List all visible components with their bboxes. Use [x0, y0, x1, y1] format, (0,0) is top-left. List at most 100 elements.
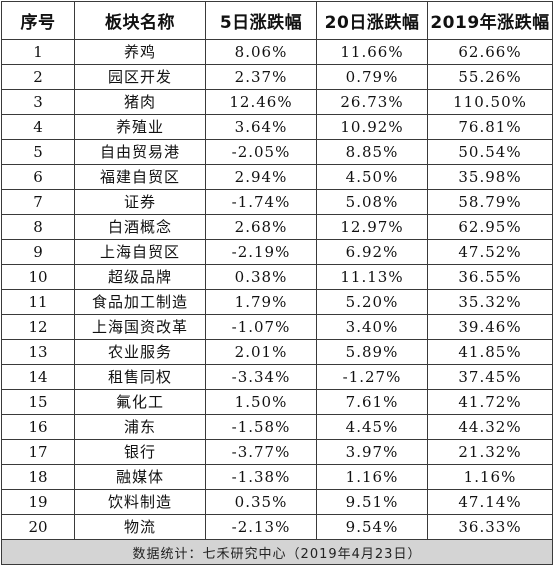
table-row: 11 食品加工制造 1.79% 5.20% 35.32%: [1, 289, 553, 315]
change-5day: 0.35%: [205, 489, 317, 515]
table-row: 7 证券 -1.74% 5.08% 58.79%: [1, 189, 553, 215]
row-index: 1: [1, 39, 75, 65]
row-index: 6: [1, 164, 75, 190]
change-2019: 41.72%: [427, 389, 553, 415]
table-row: 15 氟化工 1.50% 7.61% 41.72%: [1, 389, 553, 415]
table-body: 1 养鸡 8.06% 11.66% 62.66% 2 园区开发 2.37% 0.79% 55.26…: [1, 39, 553, 540]
change-2019: 37.45%: [427, 364, 553, 390]
change-5day: -1.07%: [205, 314, 317, 340]
table-row: 3 猪肉 12.46% 26.73% 110.50%: [1, 89, 553, 115]
change-2019: 36.55%: [427, 264, 553, 290]
change-5day: -1.74%: [205, 189, 317, 215]
change-2019: 47.52%: [427, 239, 553, 265]
row-index: 12: [1, 314, 75, 340]
change-2019: 35.98%: [427, 164, 553, 190]
change-20day: 11.13%: [316, 264, 428, 290]
row-index: 9: [1, 239, 75, 265]
change-5day: -2.19%: [205, 239, 317, 265]
change-5day: -1.58%: [205, 414, 317, 440]
change-5day: 2.01%: [205, 339, 317, 365]
table-row: 17 银行 -3.77% 3.97% 21.32%: [1, 439, 553, 465]
change-20day: 9.51%: [316, 489, 428, 515]
table-header: 序号 板块名称 5日涨跌幅 20日涨跌幅 2019年涨跌幅: [1, 1, 553, 40]
row-index: 10: [1, 264, 75, 290]
change-5day: -3.77%: [205, 439, 317, 465]
sector-name: 园区开发: [74, 64, 206, 90]
row-index: 11: [1, 289, 75, 315]
change-20day: 11.66%: [316, 39, 428, 65]
sector-name: 白酒概念: [74, 214, 206, 240]
change-2019: 76.81%: [427, 114, 553, 140]
change-20day: 4.50%: [316, 164, 428, 190]
change-20day: 6.92%: [316, 239, 428, 265]
change-5day: 0.38%: [205, 264, 317, 290]
sector-name: 租售同权: [74, 364, 206, 390]
table-row: 5 自由贸易港 -2.05% 8.85% 50.54%: [1, 139, 553, 165]
change-2019: 62.66%: [427, 39, 553, 65]
row-index: 5: [1, 139, 75, 165]
header-5day-change: 5日涨跌幅: [205, 1, 317, 40]
sector-name: 物流: [74, 514, 206, 540]
change-2019: 41.85%: [427, 339, 553, 365]
row-index: 16: [1, 414, 75, 440]
change-20day: 26.73%: [316, 89, 428, 115]
sector-name: 氟化工: [74, 389, 206, 415]
table-row: 20 物流 -2.13% 9.54% 36.33%: [1, 514, 553, 540]
change-2019: 35.32%: [427, 289, 553, 315]
table-row: 16 浦东 -1.58% 4.45% 44.32%: [1, 414, 553, 440]
sector-name: 融媒体: [74, 464, 206, 490]
change-2019: 110.50%: [427, 89, 553, 115]
header-2019-change: 2019年涨跌幅: [427, 1, 553, 40]
sector-name: 福建自贸区: [74, 164, 206, 190]
sector-name: 超级品牌: [74, 264, 206, 290]
change-20day: 4.45%: [316, 414, 428, 440]
row-index: 14: [1, 364, 75, 390]
change-2019: 62.95%: [427, 214, 553, 240]
row-index: 3: [1, 89, 75, 115]
change-20day: 3.97%: [316, 439, 428, 465]
row-index: 13: [1, 339, 75, 365]
change-2019: 39.46%: [427, 314, 553, 340]
change-2019: 36.33%: [427, 514, 553, 540]
row-index: 17: [1, 439, 75, 465]
change-20day: -1.27%: [316, 364, 428, 390]
row-index: 15: [1, 389, 75, 415]
table-row: 9 上海自贸区 -2.19% 6.92% 47.52%: [1, 239, 553, 265]
table-row: 6 福建自贸区 2.94% 4.50% 35.98%: [1, 164, 553, 190]
change-2019: 21.32%: [427, 439, 553, 465]
change-5day: 3.64%: [205, 114, 317, 140]
change-20day: 12.97%: [316, 214, 428, 240]
change-20day: 9.54%: [316, 514, 428, 540]
change-2019: 1.16%: [427, 464, 553, 490]
header-index: 序号: [1, 1, 75, 40]
change-5day: -2.13%: [205, 514, 317, 540]
table-row: 10 超级品牌 0.38% 11.13% 36.55%: [1, 264, 553, 290]
change-5day: -1.38%: [205, 464, 317, 490]
change-20day: 5.89%: [316, 339, 428, 365]
header-20day-change: 20日涨跌幅: [316, 1, 428, 40]
change-5day: 2.94%: [205, 164, 317, 190]
sector-name: 养鸡: [74, 39, 206, 65]
sector-name: 食品加工制造: [74, 289, 206, 315]
change-5day: 2.37%: [205, 64, 317, 90]
change-20day: 1.16%: [316, 464, 428, 490]
change-2019: 50.54%: [427, 139, 553, 165]
change-20day: 5.08%: [316, 189, 428, 215]
table-row: 12 上海国资改革 -1.07% 3.40% 39.46%: [1, 314, 553, 340]
change-2019: 55.26%: [427, 64, 553, 90]
table-row: 1 养鸡 8.06% 11.66% 62.66%: [1, 39, 553, 65]
table-footer: 数据统计：七禾研究中心（2019年4月23日）: [1, 539, 553, 565]
table-row: 18 融媒体 -1.38% 1.16% 1.16%: [1, 464, 553, 490]
row-index: 20: [1, 514, 75, 540]
sector-name: 养殖业: [74, 114, 206, 140]
change-20day: 0.79%: [316, 64, 428, 90]
change-20day: 7.61%: [316, 389, 428, 415]
sector-name: 浦东: [74, 414, 206, 440]
change-5day: -2.05%: [205, 139, 317, 165]
change-2019: 44.32%: [427, 414, 553, 440]
data-source-note: 数据统计：七禾研究中心（2019年4月23日）: [1, 539, 553, 565]
change-5day: 2.68%: [205, 214, 317, 240]
row-index: 7: [1, 189, 75, 215]
change-2019: 58.79%: [427, 189, 553, 215]
